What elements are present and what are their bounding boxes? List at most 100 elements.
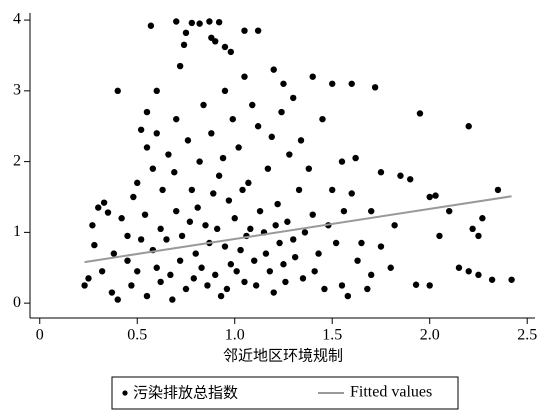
point xyxy=(469,225,476,233)
x-tick-label: 0 xyxy=(36,327,44,344)
point xyxy=(221,87,229,95)
point xyxy=(173,18,180,25)
point xyxy=(455,264,463,271)
point xyxy=(235,144,242,151)
point xyxy=(254,123,262,130)
point xyxy=(143,144,151,151)
point xyxy=(446,207,453,215)
point xyxy=(245,179,252,187)
point xyxy=(231,215,238,222)
point xyxy=(274,200,281,208)
x-axis-label: 邻近地区环境规制 xyxy=(223,347,343,365)
point xyxy=(319,115,326,123)
point xyxy=(188,19,196,27)
point xyxy=(241,73,248,80)
point xyxy=(354,257,361,264)
point xyxy=(190,275,197,282)
point xyxy=(210,190,217,197)
fitted-line xyxy=(84,195,512,264)
point xyxy=(153,87,160,95)
legend-label: 污染排放总指数 xyxy=(133,384,238,402)
point xyxy=(247,225,254,233)
point xyxy=(280,261,287,268)
point xyxy=(272,222,279,229)
point xyxy=(182,285,190,293)
point xyxy=(167,271,174,279)
point xyxy=(309,211,316,218)
point xyxy=(229,115,236,123)
y-tick-label: 2 xyxy=(13,152,21,169)
point xyxy=(204,282,211,289)
point xyxy=(171,169,178,176)
point xyxy=(118,215,125,222)
point xyxy=(329,80,336,87)
point xyxy=(130,193,137,201)
point xyxy=(508,276,515,283)
point xyxy=(137,126,145,133)
point xyxy=(159,186,166,194)
point xyxy=(301,229,309,236)
point xyxy=(95,204,102,211)
point xyxy=(262,250,270,257)
point xyxy=(137,236,145,243)
point xyxy=(196,158,203,165)
point xyxy=(266,268,274,275)
point xyxy=(81,282,88,289)
point xyxy=(114,296,121,303)
point xyxy=(141,211,149,218)
point xyxy=(157,278,164,286)
point xyxy=(227,261,235,268)
point xyxy=(217,292,225,300)
point xyxy=(348,190,355,197)
point xyxy=(309,73,316,80)
point xyxy=(407,176,414,183)
point xyxy=(212,38,219,45)
point xyxy=(200,101,207,109)
point xyxy=(163,236,170,243)
y-tick-label: 4 xyxy=(13,11,21,28)
point xyxy=(270,289,277,296)
point xyxy=(184,137,192,144)
point xyxy=(290,94,297,102)
point xyxy=(284,218,291,225)
point xyxy=(465,268,472,275)
point xyxy=(397,172,404,179)
point xyxy=(104,209,112,216)
point xyxy=(241,278,248,286)
point xyxy=(494,186,502,194)
point xyxy=(176,257,184,264)
y-tick-label: 3 xyxy=(13,82,21,99)
point xyxy=(268,133,275,141)
point xyxy=(196,20,203,27)
point xyxy=(213,225,221,233)
point xyxy=(371,84,379,91)
point xyxy=(100,199,108,206)
point xyxy=(110,250,118,257)
point xyxy=(85,275,92,282)
point xyxy=(108,289,116,296)
point xyxy=(270,66,277,73)
point xyxy=(221,243,229,250)
y-tick-label: 1 xyxy=(13,223,21,240)
point xyxy=(377,243,385,250)
point xyxy=(280,80,287,87)
point xyxy=(225,197,233,204)
point xyxy=(290,236,297,243)
point xyxy=(332,239,340,247)
point xyxy=(295,186,303,194)
point xyxy=(215,18,223,26)
point xyxy=(219,154,227,162)
point xyxy=(338,282,346,289)
x-tick-label: 2.0 xyxy=(420,327,440,344)
point xyxy=(340,207,348,215)
point xyxy=(233,268,240,275)
point xyxy=(239,186,246,194)
point xyxy=(89,222,96,229)
legend-box xyxy=(111,376,459,410)
point xyxy=(368,207,375,215)
point xyxy=(221,43,229,51)
point xyxy=(416,110,424,117)
point xyxy=(149,165,157,172)
point xyxy=(299,275,307,282)
point xyxy=(479,215,486,222)
